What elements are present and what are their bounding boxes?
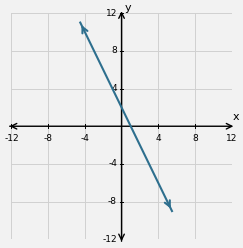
Text: -8: -8 [108, 197, 117, 206]
Text: 8: 8 [192, 134, 198, 143]
Text: -12: -12 [4, 134, 19, 143]
Text: -4: -4 [108, 159, 117, 168]
Text: 4: 4 [156, 134, 161, 143]
Text: -4: -4 [80, 134, 89, 143]
Text: -8: -8 [44, 134, 53, 143]
Text: -12: -12 [102, 235, 117, 244]
Text: 12: 12 [105, 9, 117, 18]
Text: x: x [233, 112, 240, 122]
Text: 4: 4 [111, 84, 117, 93]
Text: 12: 12 [226, 134, 237, 143]
Text: 8: 8 [111, 46, 117, 55]
Text: y: y [124, 3, 131, 13]
